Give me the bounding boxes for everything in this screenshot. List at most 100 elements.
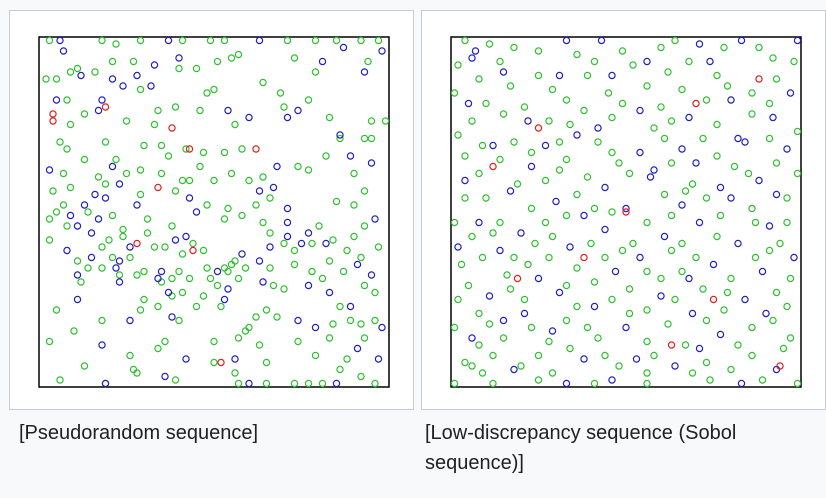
pseudorandom-point-s3-35 [80,110,89,118]
sobol-point-s3-180 [706,376,714,384]
sobol-point-s3-179 [643,379,651,388]
pseudorandom-point-s3-78 [49,187,57,195]
sobol-point-s3-90 [608,208,616,216]
sobol-point-s3-99 [548,232,557,241]
sobol-point-s2-43 [580,211,588,220]
pseudorandom-point-s3-43 [325,113,334,122]
pseudorandom-point-s2-40 [371,215,379,223]
sobol-point-s2-51 [496,246,504,255]
sobol-scatter-plot [450,36,802,388]
sobol-point-s2-34 [601,183,609,192]
sobol-point-s2-21 [741,138,749,146]
pseudorandom-point-s3-108 [119,232,127,241]
pseudorandom-point-s3-87 [266,194,274,202]
pseudorandom-point-s2-39 [192,208,201,216]
pseudorandom-point-s3-4 [178,36,187,45]
pseudorandom-point-s3-1 [98,36,106,45]
pseudorandom-point-s3-106 [63,222,71,230]
pseudorandom-point-s2-49 [63,246,71,255]
sobol-point-s3-107 [510,253,518,262]
pseudorandom-point-s2-57 [157,267,166,276]
sobol-point-s3-34 [580,106,588,115]
sobol-point-s2-26 [678,145,686,153]
pseudorandom-point-s2-8 [175,54,183,62]
pseudorandom-point-s3-171 [329,320,337,328]
sobol-point-s3-140 [450,323,459,332]
pseudorandom-point-s3-150 [234,274,243,283]
sobol-point-s2-61 [555,288,564,297]
pseudorandom-point-s2-3 [255,36,264,45]
pseudorandom-point-s3-142 [168,274,176,283]
pseudorandom-point-s3-178 [161,337,169,346]
sobol-point-s3-165 [702,358,711,367]
pseudorandom-point-s3-105 [45,236,54,244]
pseudorandom-point-s3-160 [98,316,106,325]
sobol-point-s2-28 [461,176,469,185]
pseudorandom-point-s2-44 [171,236,180,244]
pseudorandom-point-s3-36 [122,117,131,125]
sobol-point-s3-159 [468,362,476,370]
pseudorandom-point-s3-138 [115,271,124,279]
sobol-point-s3-55 [699,134,707,143]
sobol-point-s3-143 [562,316,571,325]
sobol-point-s3-117 [573,264,581,272]
pseudorandom-point-s3-25 [73,64,82,73]
pseudorandom-point-s3-118 [98,243,106,251]
sobol-point-s3-111 [667,246,676,255]
sobol-point-s3-139 [783,302,791,311]
pseudorandom-point-s2-26 [108,162,117,171]
sobol-point-s3-104 [776,239,784,248]
pseudorandom-point-s3-182 [255,341,264,349]
pseudorandom-point-s3-38 [154,106,162,115]
pseudorandom-point-s3-196 [56,376,64,384]
sobol-point-s2-81 [737,379,746,388]
sobol-point-s3-85 [783,194,791,202]
pseudorandom-point-s3-92 [84,208,92,216]
sobol-point-s3-13 [755,43,763,52]
sobol-point-s3-30 [450,89,459,97]
sobol-point-s3-158 [461,358,469,367]
pseudorandom-point-s2-60 [353,260,362,269]
pseudorandom-point-s3-153 [290,260,299,269]
sobol-point-s2-37 [772,190,781,199]
pseudorandom-point-s3-135 [77,278,85,286]
sobol-point-s3-16 [454,61,462,69]
pseudorandom-point-s3-42 [280,103,288,111]
pseudorandom-point-s2-12 [133,71,141,80]
pseudorandom-point-s2-55 [297,239,306,248]
sobol-point-s3-101 [629,239,637,248]
pseudorandom-point-s2-4 [318,57,327,66]
pseudorandom-point-s3-170 [273,313,281,321]
sobol-point-s3-53 [608,148,616,157]
sobol-point-s3-73 [625,169,634,178]
pseudorandom-point-s2-85 [245,379,253,388]
pseudorandom-point-s3-46 [56,138,64,146]
pseudorandom-point-s3-81 [101,180,110,188]
sobol-point-s3-112 [692,253,700,262]
sobol-point-s1-3 [489,162,497,171]
pseudorandom-point-s3-83 [171,187,180,195]
sobol-point-s2-69 [468,334,476,342]
pseudorandom-point-s3-94 [119,225,127,234]
pseudorandom-point-s3-120 [126,253,134,262]
sobol-point-s3-97 [489,229,497,237]
pseudorandom-point-s3-121 [140,267,148,276]
pseudorandom-point-s2-45 [182,232,190,241]
sobol-point-s3-38 [765,99,774,108]
sobol-point-s2-39 [622,204,630,213]
sobol-point-s3-121 [786,274,795,283]
pseudorandom-point-s3-129 [269,281,278,290]
sobol-point-s3-25 [678,85,686,94]
sobol-point-s3-8 [629,61,637,69]
pseudorandom-point-s2-61 [73,271,82,279]
pseudorandom-point-s3-203 [318,379,327,388]
sobol-point-s3-52 [594,138,602,146]
sobol-point-s3-60 [527,148,536,157]
pseudorandom-point-s3-88 [332,197,341,206]
pseudorandom-point-s2-13 [52,96,61,104]
pseudorandom-point-s1-7 [133,239,141,248]
pseudorandom-point-s2-24 [367,159,376,167]
pseudorandom-point-s3-126 [224,267,232,276]
sobol-point-s3-7 [618,47,627,55]
sobol-point-s3-123 [506,285,515,293]
